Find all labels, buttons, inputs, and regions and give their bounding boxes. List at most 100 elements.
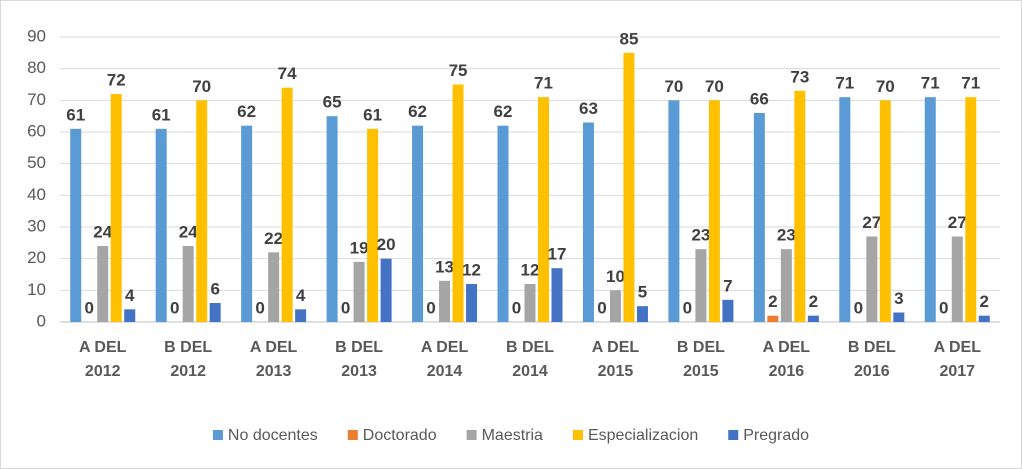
- bar: [326, 116, 338, 323]
- value-label: 27: [948, 213, 967, 232]
- legend-label: Maestria: [482, 427, 543, 444]
- bar: [978, 315, 990, 322]
- value-label: 2: [768, 292, 777, 311]
- bar: [196, 100, 208, 322]
- y-tick-label: 50: [27, 153, 46, 172]
- y-tick-label: 20: [27, 248, 46, 267]
- y-tick-label: 60: [27, 121, 46, 140]
- value-label: 73: [790, 67, 809, 86]
- y-tick-label: 40: [27, 185, 46, 204]
- value-label: 72: [107, 70, 126, 89]
- y-tick-label: 80: [27, 58, 46, 77]
- value-label: 75: [449, 61, 468, 80]
- x-tick-label: B DEL 2014: [506, 339, 554, 380]
- value-label: 2: [809, 292, 818, 311]
- bar: [439, 280, 451, 322]
- value-label: 23: [691, 226, 710, 245]
- value-label: 0: [426, 298, 435, 317]
- value-label: 62: [408, 102, 427, 121]
- value-label: 5: [638, 283, 647, 302]
- value-label: 0: [341, 298, 350, 317]
- value-label: 4: [296, 286, 306, 305]
- value-label: 0: [512, 298, 521, 317]
- value-label: 0: [170, 298, 179, 317]
- bar: [839, 97, 851, 323]
- bar: [367, 128, 379, 322]
- x-tick-label: A DEL 2017: [934, 339, 982, 380]
- x-tick-label: A DEL 2012: [79, 339, 127, 380]
- value-label: 71: [961, 74, 980, 93]
- value-label: 0: [255, 298, 264, 317]
- bar: [753, 113, 765, 322]
- value-label: 0: [597, 298, 606, 317]
- bar: [780, 249, 792, 322]
- value-label: 2: [980, 292, 989, 311]
- bar: [124, 309, 136, 322]
- bar: [695, 249, 707, 322]
- bar: [668, 100, 680, 322]
- bar: [538, 97, 549, 323]
- value-label: 22: [264, 229, 283, 248]
- legend-swatch: [728, 430, 739, 440]
- value-label: 4: [125, 286, 135, 305]
- x-tick-label: B DEL 2013: [335, 339, 383, 380]
- legend-label: Pregrado: [743, 427, 809, 444]
- bar: [524, 284, 536, 322]
- legend: No docentes Doctorado Maestria Especializac…: [212, 427, 809, 444]
- bar: [182, 246, 194, 322]
- value-label: 17: [548, 245, 567, 264]
- x-tick-label: B DEL 2015: [677, 339, 725, 380]
- x-tick-label: B DEL 2012: [164, 339, 212, 380]
- x-tick-label: A DEL 2013: [250, 339, 298, 380]
- value-label: 71: [835, 74, 854, 93]
- bar: [794, 90, 806, 322]
- value-label: 71: [921, 74, 940, 93]
- bar: [965, 97, 977, 323]
- bar: [582, 122, 594, 322]
- legend-swatch: [212, 430, 223, 440]
- value-label: 61: [363, 105, 382, 124]
- value-label: 61: [66, 105, 85, 124]
- bar: [866, 236, 878, 322]
- legend-label: Doctorado: [363, 427, 437, 444]
- bar: [951, 236, 963, 322]
- x-tick-label: A DEL 2014: [421, 339, 469, 380]
- bar: [110, 94, 122, 322]
- value-label: 70: [192, 77, 211, 96]
- bar: [155, 128, 167, 322]
- bar: [70, 128, 82, 322]
- value-label: 20: [377, 235, 396, 254]
- x-tick-label: A DEL 2015: [592, 339, 640, 380]
- value-label: 0: [939, 298, 948, 317]
- value-label: 24: [179, 222, 198, 241]
- y-tick-label: 70: [27, 90, 46, 109]
- legend-label: Especializacion: [588, 427, 698, 444]
- x-tick-label: A DEL 2016: [763, 339, 811, 380]
- value-label: 70: [705, 77, 724, 96]
- bar: [295, 309, 307, 322]
- bar: [722, 299, 734, 322]
- value-label: 70: [876, 77, 895, 96]
- value-label: 23: [777, 226, 796, 245]
- bar: [281, 87, 293, 323]
- bar: [708, 100, 720, 322]
- bar: [807, 315, 819, 322]
- value-label: 63: [579, 99, 598, 118]
- bar: [636, 306, 648, 322]
- bar: [497, 125, 509, 323]
- value-label: 85: [619, 29, 638, 48]
- y-tick-label: 90: [27, 26, 46, 45]
- legend-label: No docentes: [228, 427, 318, 444]
- value-label: 7: [723, 276, 732, 295]
- value-label: 74: [278, 64, 297, 83]
- value-label: 70: [664, 77, 683, 96]
- bar: [551, 268, 563, 322]
- bar: [893, 312, 905, 322]
- legend-swatch: [572, 430, 583, 440]
- bar: [609, 290, 621, 322]
- x-tick-label: B DEL 2016: [848, 339, 896, 380]
- legend-swatch: [347, 430, 358, 440]
- value-label: 19: [350, 238, 369, 257]
- bar: [767, 315, 779, 322]
